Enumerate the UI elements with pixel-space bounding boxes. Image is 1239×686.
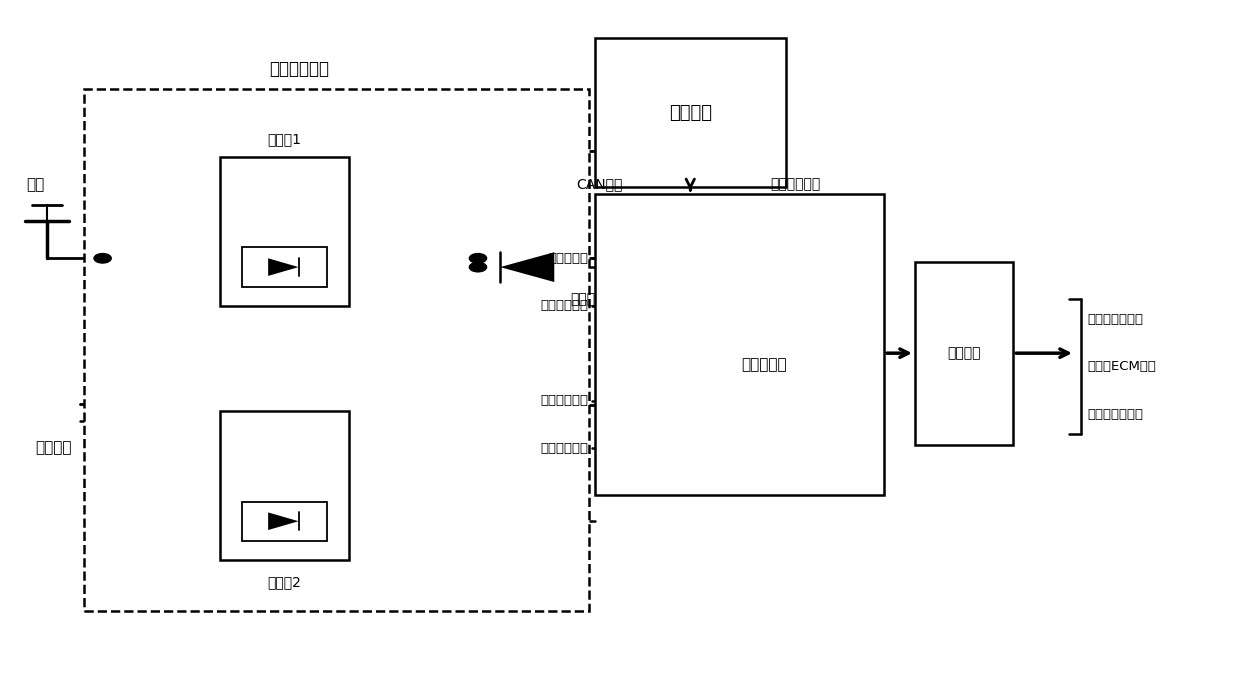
Text: 启动切换输出: 启动切换输出: [540, 442, 589, 455]
Text: 启动按钮输入: 启动按钮输入: [540, 394, 589, 407]
Text: 继电器1: 继电器1: [268, 132, 301, 147]
Text: 车辆控制器: 车辆控制器: [741, 357, 787, 372]
Bar: [595, 194, 885, 495]
Polygon shape: [501, 252, 554, 282]
Text: 继电器2: 继电器2: [268, 576, 301, 589]
Text: CAN总线: CAN总线: [576, 177, 622, 191]
Text: 电源继电器控制: 电源继电器控制: [1087, 313, 1144, 326]
Circle shape: [94, 254, 112, 263]
Text: 启动按钮: 启动按钮: [35, 440, 72, 456]
Bar: [242, 248, 327, 287]
Text: 供电自锁输出: 供电自锁输出: [540, 299, 589, 312]
Bar: [219, 156, 348, 306]
Text: 车辆仪表: 车辆仪表: [669, 104, 711, 121]
Text: 电源: 电源: [26, 178, 45, 193]
Bar: [914, 261, 1014, 445]
Text: 发动机ECM控制: 发动机ECM控制: [1087, 360, 1156, 373]
Bar: [595, 38, 786, 187]
Text: 控制器供电: 控制器供电: [549, 252, 589, 265]
Polygon shape: [268, 259, 299, 276]
Bar: [219, 411, 348, 560]
Bar: [242, 501, 327, 541]
Bar: [84, 89, 589, 611]
Text: 输出控制: 输出控制: [948, 346, 981, 360]
Text: 启动继电器控制: 启动继电器控制: [1087, 407, 1144, 421]
Text: 二极管: 二极管: [570, 293, 595, 307]
Text: 供电逻辑电路: 供电逻辑电路: [270, 60, 330, 78]
Circle shape: [470, 254, 487, 263]
Circle shape: [470, 262, 487, 272]
Text: 权限验证输入: 权限验证输入: [771, 177, 820, 191]
Polygon shape: [268, 512, 299, 530]
